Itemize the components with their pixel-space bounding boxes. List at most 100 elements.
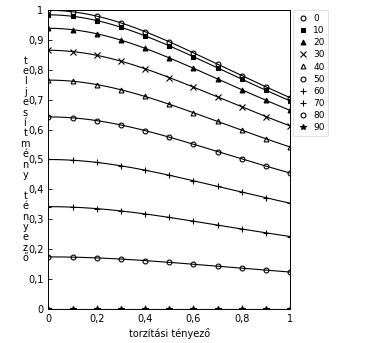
90	[70, 307, 75, 311]
10	[191, 55, 196, 59]
30	[167, 75, 171, 80]
50	[70, 116, 75, 120]
20	[264, 98, 268, 102]
0	[264, 85, 268, 89]
60	[167, 173, 171, 177]
50	[264, 164, 268, 168]
60	[215, 185, 220, 189]
90	[46, 307, 51, 311]
10	[94, 19, 99, 23]
30	[94, 53, 99, 57]
80	[167, 260, 171, 264]
Line: 90: 90	[46, 306, 293, 311]
70	[119, 209, 123, 213]
X-axis label: torzítási tényező: torzítási tényező	[129, 328, 210, 339]
Y-axis label: t
e
l
j
e
s
í
t
m
é
n
y
 
t
é
n
y
e
z
ő: t e l j e s í t m é n y t é n y e z ő	[20, 56, 30, 263]
Line: 10: 10	[46, 12, 293, 103]
30	[119, 59, 123, 63]
20	[119, 38, 123, 42]
10	[240, 77, 244, 81]
40	[215, 119, 220, 123]
90	[191, 307, 196, 311]
30	[288, 124, 292, 128]
60	[240, 190, 244, 194]
40	[46, 78, 51, 82]
80	[119, 257, 123, 261]
Line: 80: 80	[46, 255, 293, 274]
50	[191, 142, 196, 146]
60	[143, 168, 147, 172]
0	[70, 10, 75, 14]
70	[240, 227, 244, 231]
40	[94, 82, 99, 86]
50	[46, 115, 51, 119]
0	[191, 51, 196, 55]
70	[288, 235, 292, 239]
0	[143, 29, 147, 34]
10	[215, 66, 220, 70]
70	[264, 231, 268, 235]
20	[167, 56, 171, 60]
30	[143, 67, 147, 71]
0	[288, 96, 292, 100]
10	[70, 14, 75, 18]
90	[240, 307, 244, 311]
70	[70, 205, 75, 209]
80	[288, 270, 292, 274]
30	[70, 49, 75, 54]
90	[215, 307, 220, 311]
60	[46, 157, 51, 162]
40	[70, 79, 75, 83]
60	[191, 179, 196, 183]
90	[143, 307, 147, 311]
80	[264, 268, 268, 272]
20	[94, 32, 99, 36]
90	[94, 307, 99, 311]
0	[46, 8, 51, 12]
80	[94, 256, 99, 260]
50	[167, 135, 171, 139]
0	[240, 74, 244, 78]
70	[46, 204, 51, 209]
80	[46, 255, 51, 259]
80	[191, 262, 196, 266]
30	[46, 48, 51, 52]
30	[215, 95, 220, 99]
40	[167, 102, 171, 106]
70	[143, 212, 147, 216]
Line: 0: 0	[46, 8, 293, 100]
60	[119, 164, 123, 168]
Line: 20: 20	[46, 26, 293, 113]
40	[240, 128, 244, 132]
70	[167, 215, 171, 220]
40	[288, 145, 292, 149]
80	[70, 255, 75, 259]
30	[240, 105, 244, 109]
50	[288, 171, 292, 175]
40	[191, 111, 196, 115]
10	[264, 88, 268, 92]
20	[70, 28, 75, 32]
50	[143, 129, 147, 133]
50	[240, 157, 244, 161]
60	[264, 196, 268, 200]
80	[240, 266, 244, 270]
90	[264, 307, 268, 311]
10	[119, 25, 123, 29]
20	[240, 88, 244, 92]
30	[191, 85, 196, 89]
20	[46, 26, 51, 30]
0	[119, 21, 123, 25]
80	[143, 259, 147, 263]
10	[143, 34, 147, 38]
30	[264, 115, 268, 119]
20	[215, 77, 220, 81]
20	[191, 66, 196, 70]
Line: 50: 50	[46, 115, 293, 176]
90	[288, 307, 292, 311]
50	[94, 119, 99, 123]
60	[94, 160, 99, 164]
90	[167, 307, 171, 311]
50	[119, 123, 123, 127]
40	[119, 88, 123, 92]
